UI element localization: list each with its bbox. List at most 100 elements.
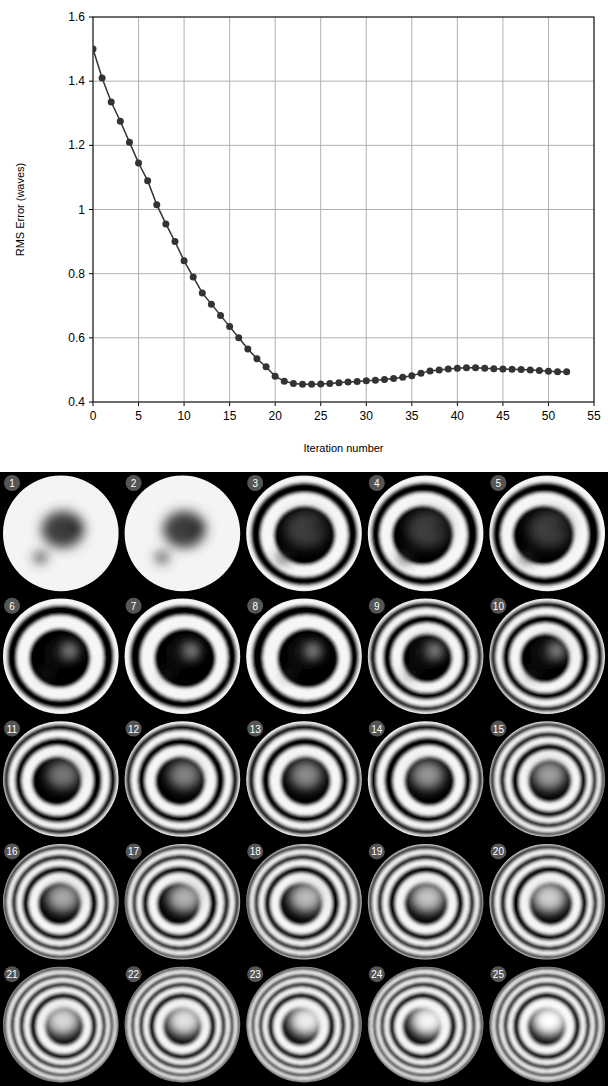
marker <box>263 363 270 370</box>
fringe-image <box>0 472 123 596</box>
fringe-image <box>364 963 488 1086</box>
fringe-image <box>364 596 488 716</box>
tick <box>366 402 367 406</box>
marker <box>181 257 188 264</box>
tick-label: 25 <box>314 409 328 423</box>
image-label: 15 <box>493 724 505 735</box>
marker <box>408 372 415 379</box>
marker <box>509 366 516 373</box>
grid-line <box>93 209 594 210</box>
marker <box>381 376 388 383</box>
fringe-image <box>242 596 366 716</box>
tick-label: 35 <box>405 409 419 423</box>
marker <box>445 365 452 372</box>
image-label-badge <box>369 843 385 859</box>
tick-label: 10 <box>177 409 191 423</box>
tick-label: 30 <box>360 409 374 423</box>
image-label-badge <box>126 843 142 859</box>
marker <box>472 364 479 371</box>
figure: 05101520253035404550550.40.60.811.21.41.… <box>0 0 608 1086</box>
marker <box>372 377 379 384</box>
marker <box>290 380 297 387</box>
marker <box>272 373 279 380</box>
tick-label: 1 <box>78 203 85 217</box>
marker <box>490 365 497 372</box>
image-label-badge <box>247 721 263 737</box>
tick <box>502 402 503 406</box>
fringe-image <box>242 963 366 1086</box>
marker <box>436 366 443 373</box>
tick <box>138 402 139 406</box>
image-label-badge <box>490 721 506 737</box>
marker <box>417 370 424 377</box>
tick <box>93 402 94 406</box>
image-label: 11 <box>7 724 18 735</box>
fringe-image <box>242 474 366 593</box>
fringe-image <box>242 718 366 839</box>
marker <box>99 74 106 81</box>
image-label: 23 <box>250 969 262 980</box>
image-label-badge <box>369 598 385 614</box>
marker <box>135 159 142 166</box>
marker <box>536 367 543 374</box>
tick <box>184 402 185 406</box>
image-label-badge <box>126 966 142 982</box>
tick <box>89 337 93 338</box>
tick-label: 0.8 <box>68 267 85 281</box>
tick <box>411 402 412 406</box>
tick <box>89 209 93 210</box>
image-label-badge <box>369 721 385 737</box>
image-label: 5 <box>496 478 502 489</box>
x-axis-title: Iteration number <box>303 442 383 454</box>
marker <box>93 46 97 53</box>
grid <box>89 17 594 406</box>
fringe-image <box>364 474 488 593</box>
marker <box>335 379 342 386</box>
image-label-badge <box>126 598 142 614</box>
marker <box>217 312 224 319</box>
image-label: 1 <box>9 478 15 489</box>
tick-label: 50 <box>542 409 556 423</box>
marker <box>108 99 115 106</box>
marker <box>354 378 361 385</box>
image-label-badge <box>490 598 506 614</box>
image-label: 18 <box>250 846 262 857</box>
marker <box>253 355 260 362</box>
marker <box>454 365 461 372</box>
marker <box>208 301 215 308</box>
marker <box>171 238 178 245</box>
image-label: 3 <box>252 478 258 489</box>
tick-label: 0.4 <box>68 395 85 409</box>
tick-label: 40 <box>451 409 465 423</box>
marker <box>281 378 288 385</box>
tick <box>320 402 321 406</box>
tick <box>89 145 93 146</box>
fringe-image <box>485 474 608 593</box>
image-label: 8 <box>252 601 258 612</box>
marker <box>190 273 197 280</box>
image-label: 20 <box>493 846 505 857</box>
image-label-badge <box>490 843 506 859</box>
tick <box>89 17 93 18</box>
marker <box>162 220 169 227</box>
image-label: 10 <box>493 601 505 612</box>
grid-line <box>93 337 594 338</box>
image-label: 19 <box>371 846 383 857</box>
tick <box>229 402 230 406</box>
image-label-badge <box>4 721 20 737</box>
image-label: 14 <box>371 724 383 735</box>
fringe-image <box>121 963 245 1086</box>
tick <box>89 402 93 403</box>
marker <box>117 118 124 125</box>
marker <box>299 381 306 388</box>
image-label: 21 <box>6 969 18 980</box>
marker <box>481 365 488 372</box>
image-label-badge <box>247 475 263 491</box>
tick <box>89 81 93 82</box>
image-label-badge <box>247 966 263 982</box>
marker <box>527 366 534 373</box>
marker <box>144 177 151 184</box>
image-label: 16 <box>6 846 18 857</box>
tick-label: 0.6 <box>68 331 85 345</box>
marker <box>317 381 324 388</box>
